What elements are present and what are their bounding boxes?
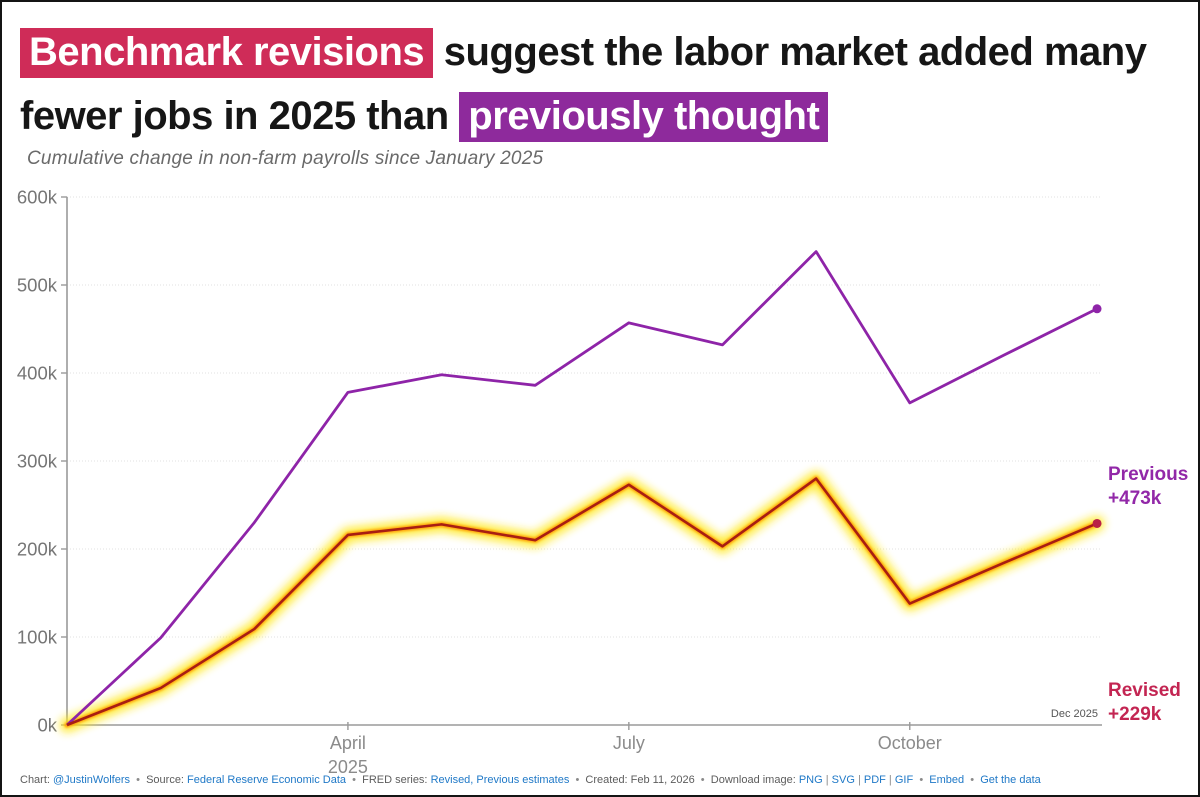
title-text-line2: fewer jobs in 2025 than	[20, 94, 449, 138]
footer-link[interactable]: PNG	[798, 774, 823, 786]
revised-series-name: Revised	[1108, 680, 1181, 701]
revised-line-glow-inner	[64, 475, 1100, 728]
y-tick-label: 100k	[17, 627, 58, 648]
footer-separator: •	[694, 774, 711, 786]
revised-end-dot	[1092, 518, 1102, 528]
revised-series-value: +229k	[1108, 704, 1162, 725]
x-tick-sublabel: 2025	[328, 757, 368, 777]
footer-separator: •	[346, 774, 363, 786]
end-note: Dec 2025	[1051, 708, 1098, 720]
previous-series-label: Previous +473k	[1108, 463, 1188, 511]
footer-separator: |	[885, 774, 895, 786]
y-tick-label: 0k	[37, 715, 57, 736]
footer-separator: •	[964, 774, 981, 786]
footer-separator: •	[130, 774, 147, 786]
footer-separator: |	[822, 774, 832, 786]
x-tick-label: October	[878, 733, 942, 753]
chart-canvas: 0k 100k 200k 300k 400k 500k 600k April 2025 July O…	[17, 187, 1105, 777]
x-tick-label: April	[330, 733, 366, 753]
y-tick-label: 300k	[17, 451, 58, 472]
previous-series-name: Previous	[1108, 464, 1189, 485]
footer: Chart: @JustinWolfers • Source: Federal …	[20, 774, 1184, 792]
y-tick-label: 200k	[17, 539, 58, 560]
footer-link[interactable]: Embed	[929, 774, 965, 786]
footer-link[interactable]: Get the data	[980, 774, 1041, 786]
y-tick-label: 400k	[17, 363, 58, 384]
chart-subtitle: Cumulative change in non-farm payrolls s…	[27, 148, 544, 169]
footer-text: Source:	[146, 774, 188, 786]
revised-series-label: Revised +229k	[1108, 679, 1181, 727]
previous-line	[66, 250, 1098, 727]
y-tick-label: 600k	[17, 187, 58, 208]
page-title: Benchmark revisions suggest the labor ma…	[20, 20, 1170, 148]
footer-text: FRED series:	[362, 774, 431, 786]
x-tick-label: July	[613, 733, 645, 753]
footer-link[interactable]: Federal Reserve Economic Data	[187, 774, 347, 786]
footer-separator: •	[913, 774, 930, 786]
revised-line	[66, 477, 1098, 727]
footer-link[interactable]: PDF	[863, 774, 886, 786]
footer-text: Created: Feb 11, 2026	[585, 774, 695, 786]
footer-link[interactable]: Revised, Previous estimates	[430, 774, 570, 786]
footer-text: Download image:	[710, 774, 799, 786]
footer-link[interactable]: SVG	[831, 774, 855, 786]
title-highlight-benchmark-revisions: Benchmark revisions	[20, 28, 434, 78]
chart: 0k 100k 200k 300k 400k 500k 600k April 2025 July O…	[2, 180, 1200, 780]
title-highlight-previously-thought: previously thought	[459, 92, 829, 142]
title-text-line1: suggest the labor market added many	[443, 30, 1147, 74]
footer-text: Chart:	[20, 774, 54, 786]
previous-series-value: +473k	[1108, 488, 1162, 509]
footer-link[interactable]: @JustinWolfers	[53, 774, 130, 786]
footer-separator: |	[854, 774, 864, 786]
y-tick-label: 500k	[17, 275, 58, 296]
footer-separator: •	[569, 774, 586, 786]
previous-end-dot	[1092, 304, 1102, 314]
footer-link[interactable]: GIF	[894, 774, 914, 786]
